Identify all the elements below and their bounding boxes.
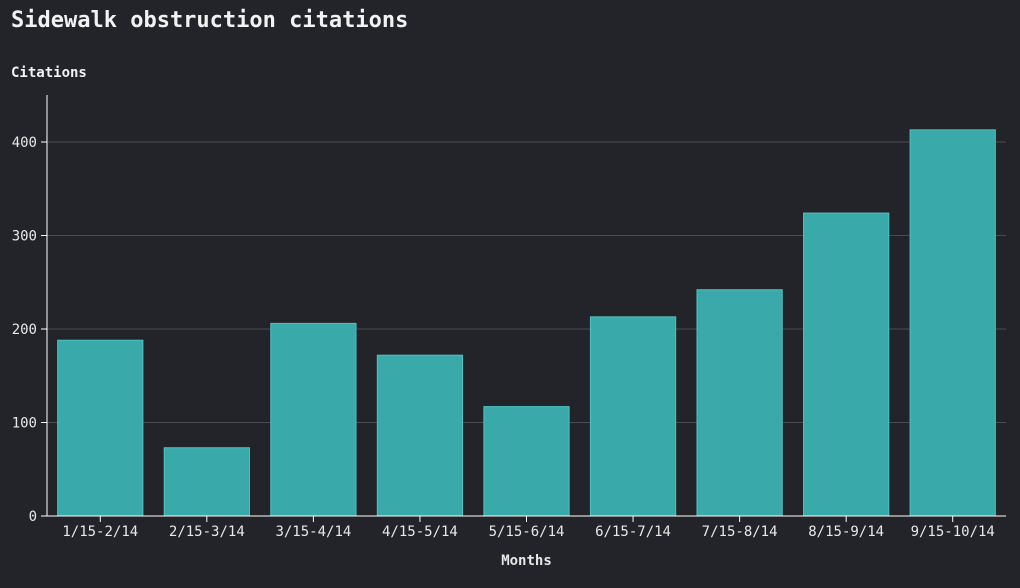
x-tick-label: 8/15-9/14 — [808, 524, 884, 540]
bar — [589, 316, 677, 517]
chart-title: Sidewalk obstruction citations — [11, 8, 409, 33]
bar — [376, 354, 464, 517]
bar — [696, 289, 783, 517]
y-axis-label: Citations — [11, 65, 87, 81]
x-tick-label: 9/15-10/14 — [911, 524, 995, 540]
bar — [163, 447, 250, 517]
bar — [270, 322, 357, 517]
x-tick-label: 7/15-8/14 — [702, 524, 778, 540]
bar — [803, 212, 890, 517]
y-tick-label: 200 — [12, 322, 37, 338]
bar — [909, 129, 996, 517]
bar — [483, 406, 570, 517]
y-tick-label: 100 — [12, 416, 37, 432]
y-tick-label: 400 — [12, 135, 37, 151]
bar — [57, 339, 144, 517]
x-tick-label: 3/15-4/14 — [275, 524, 351, 540]
x-tick-label: 5/15-6/14 — [489, 524, 565, 540]
x-tick-label: 6/15-7/14 — [595, 524, 671, 540]
x-axis-label: Months — [501, 553, 552, 569]
y-tick-label: 0 — [29, 509, 37, 525]
y-tick-label: 300 — [12, 229, 37, 245]
x-tick-label: 4/15-5/14 — [382, 524, 458, 540]
x-tick-label: 2/15-3/14 — [169, 524, 245, 540]
x-tick-label: 1/15-2/14 — [62, 524, 138, 540]
